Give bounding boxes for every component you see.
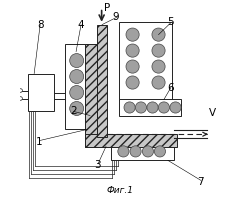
Text: V: V <box>209 108 216 118</box>
Text: 5: 5 <box>168 17 174 27</box>
Circle shape <box>152 29 165 42</box>
Circle shape <box>19 97 22 101</box>
Circle shape <box>124 102 135 114</box>
Circle shape <box>118 146 129 157</box>
Bar <box>111 143 174 161</box>
Text: 3: 3 <box>94 160 100 170</box>
Circle shape <box>70 102 84 116</box>
Circle shape <box>152 61 165 74</box>
Circle shape <box>158 102 169 114</box>
Bar <box>119 99 181 117</box>
Circle shape <box>152 45 165 58</box>
Circle shape <box>126 29 139 42</box>
Circle shape <box>170 102 181 114</box>
Text: P: P <box>104 3 110 13</box>
Circle shape <box>126 45 139 58</box>
Circle shape <box>70 86 84 100</box>
Circle shape <box>70 70 84 84</box>
Bar <box>65 44 88 130</box>
Circle shape <box>154 146 166 157</box>
Text: 7: 7 <box>198 176 204 186</box>
Circle shape <box>126 77 139 90</box>
Circle shape <box>70 54 84 68</box>
Circle shape <box>130 146 141 157</box>
Bar <box>28 74 54 112</box>
Text: 8: 8 <box>37 20 43 30</box>
Text: Фиг.1: Фиг.1 <box>107 185 133 194</box>
Text: 4: 4 <box>78 20 84 30</box>
Circle shape <box>19 89 22 93</box>
Bar <box>119 23 172 100</box>
Text: 2: 2 <box>70 106 76 116</box>
Circle shape <box>147 102 158 114</box>
Circle shape <box>152 77 165 90</box>
Text: 9: 9 <box>113 12 119 22</box>
Text: 1: 1 <box>36 137 42 147</box>
Bar <box>97 26 107 138</box>
Circle shape <box>126 61 139 74</box>
Text: 6: 6 <box>168 82 174 92</box>
Bar <box>85 135 177 148</box>
Circle shape <box>135 102 147 114</box>
Bar <box>85 44 97 148</box>
Circle shape <box>142 146 154 157</box>
